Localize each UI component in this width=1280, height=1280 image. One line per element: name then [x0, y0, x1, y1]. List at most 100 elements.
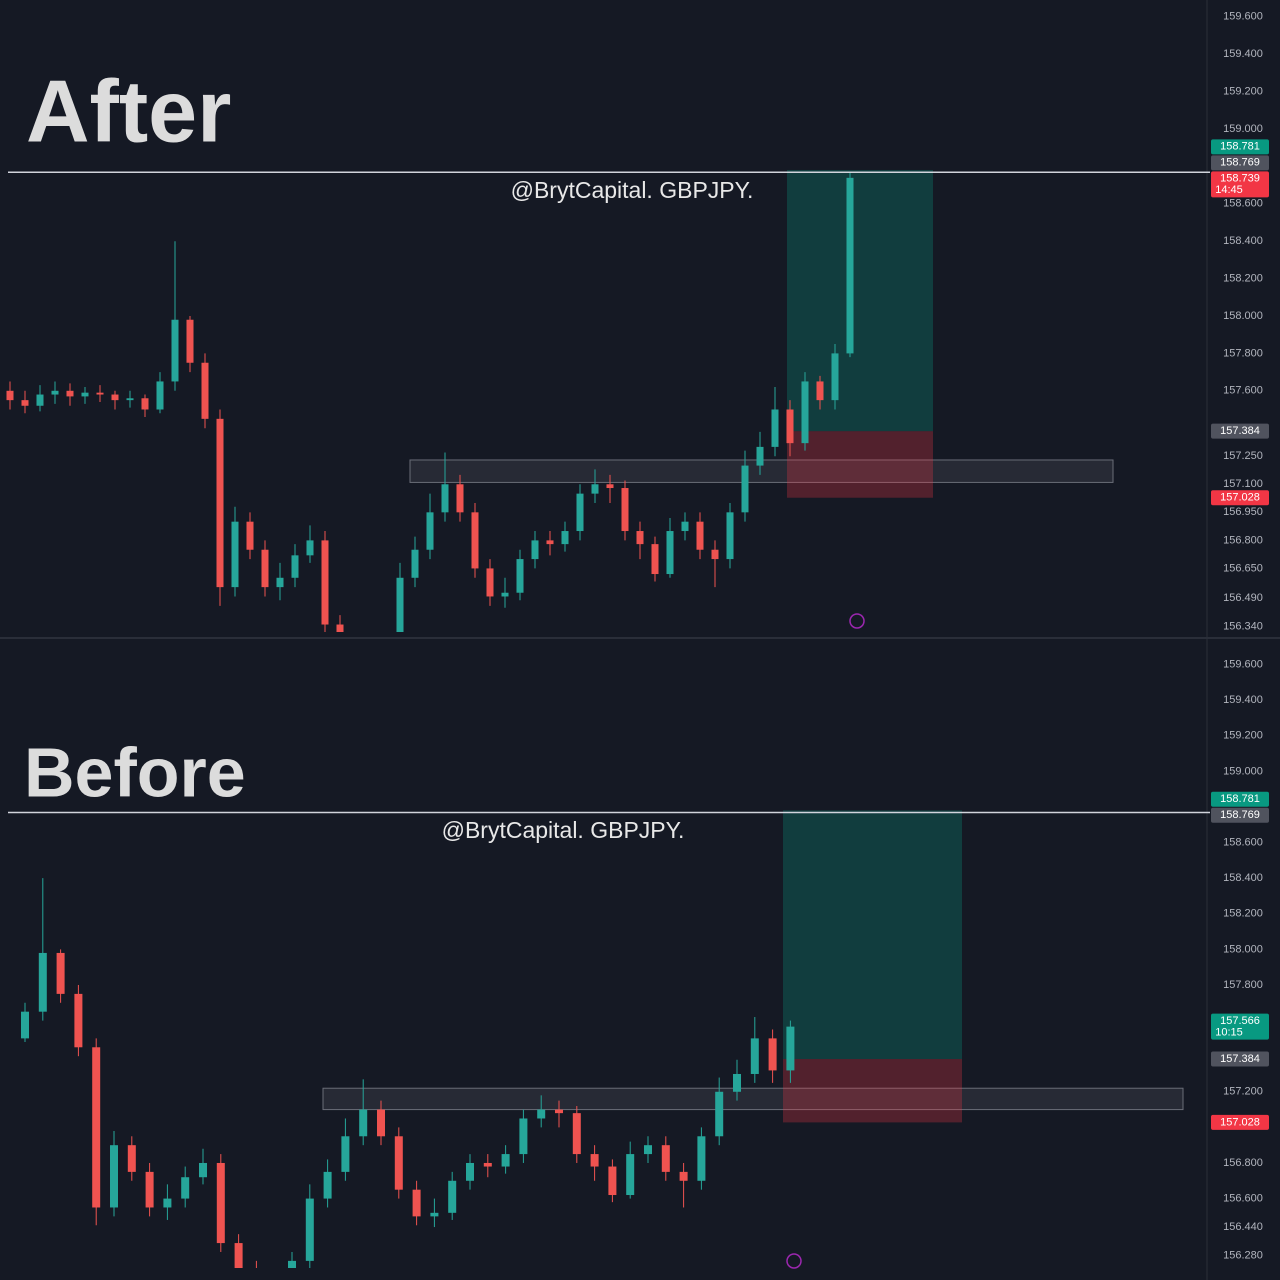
y-tick-label: 156.340 [1223, 620, 1263, 632]
y-tick-label: 158.200 [1223, 908, 1263, 920]
y-tick-label: 157.800 [1223, 347, 1263, 359]
candle-body [621, 488, 629, 532]
candle-body [483, 1162, 492, 1167]
candle-body [127, 1145, 136, 1172]
candle-body [715, 1091, 724, 1137]
candle-body [261, 549, 269, 588]
y-tick-label: 158.000 [1223, 310, 1263, 322]
price-badge [1211, 1051, 1269, 1067]
candle-body [801, 381, 809, 444]
candle-body [696, 521, 704, 550]
candle-body [110, 1145, 118, 1208]
candle-body [21, 400, 29, 406]
price-badge [1211, 155, 1269, 171]
y-tick-label: 158.600 [1223, 198, 1263, 210]
candle-body [448, 1180, 457, 1213]
candle-body [537, 1109, 546, 1119]
candle-body [590, 1154, 599, 1167]
price-badge [1211, 807, 1269, 823]
candle-body [750, 1038, 759, 1074]
candle-body [323, 1171, 332, 1199]
chart-panel: 159.600 159.400 159.200 159.000 158.600 158.4… [8, 658, 1269, 1268]
y-tick-label: 157.100 [1223, 478, 1263, 490]
candle-body [679, 1171, 688, 1181]
candle-body [291, 555, 299, 578]
candle-body [471, 512, 479, 569]
candle-body [51, 390, 59, 395]
candle-body [516, 559, 524, 593]
y-tick-label: 159.000 [1223, 123, 1263, 135]
candle-body [636, 531, 644, 545]
candle-body [156, 381, 164, 410]
candle-body [531, 540, 539, 560]
candle-body [608, 1166, 617, 1196]
candle-body [201, 362, 209, 419]
candle-body [171, 319, 179, 382]
y-tick-label: 158.600 [1223, 836, 1263, 848]
y-tick-label: 158.400 [1223, 235, 1263, 247]
candle-body [831, 353, 839, 401]
watermark: @BrytCapital. GBPJPY. [511, 177, 754, 203]
stop-zone [783, 1059, 962, 1123]
y-tick-label: 157.800 [1223, 979, 1263, 991]
candle-body [216, 1162, 225, 1244]
y-tick-label: 158.400 [1223, 872, 1263, 884]
y-tick-label: 157.600 [1223, 385, 1263, 397]
candle-body [321, 540, 329, 625]
y-tick-label: 159.400 [1223, 48, 1263, 60]
price-badge [1211, 791, 1269, 807]
candle-body [786, 1026, 795, 1071]
chart-panel: 159.600 159.400 159.200 159.000 158.600 158.4… [6, 11, 1269, 632]
candle-body [306, 540, 314, 556]
candles [21, 878, 795, 1268]
candle-body [786, 409, 794, 444]
candle-body [771, 409, 779, 447]
candle-body [141, 398, 149, 410]
y-tick-label: 158.200 [1223, 273, 1263, 285]
candle-body [341, 1136, 350, 1172]
price-badge [1211, 490, 1269, 506]
candle-body [768, 1038, 777, 1071]
candle-body [711, 549, 719, 560]
candle-body [606, 484, 614, 489]
watermark: @BrytCapital. GBPJPY. [442, 817, 685, 843]
candle-body [426, 512, 434, 550]
price-badge-label: 157.384 [1220, 1053, 1260, 1065]
price-badge-label: 157.384 [1220, 425, 1260, 437]
y-tick-label: 159.600 [1223, 11, 1263, 23]
y-tick-label: 159.200 [1223, 730, 1263, 742]
price-badge [1211, 1013, 1269, 1040]
candle-body [96, 392, 104, 395]
candle-body [66, 390, 74, 397]
candle-body [519, 1118, 528, 1155]
candle-body [626, 1154, 635, 1196]
candle-body [486, 568, 494, 597]
chart-layer: 159.600 159.400 159.200 159.000 158.600 158.4… [6, 11, 1269, 1268]
price-badge [1211, 1114, 1269, 1130]
candle-body [126, 398, 134, 401]
candle-body [816, 381, 824, 401]
panel-title: Before [24, 733, 246, 811]
y-tick-label: 156.490 [1223, 592, 1263, 604]
candle-body [359, 1109, 368, 1137]
candle-body [186, 319, 194, 363]
candle-body [231, 521, 239, 588]
price-badge-label: 158.781 [1220, 141, 1260, 153]
price-badge-time: 14:45 [1215, 184, 1243, 196]
candle-body [56, 952, 65, 994]
candle-body [411, 549, 419, 578]
candle-body [234, 1243, 243, 1268]
y-tick-label: 159.000 [1223, 765, 1263, 777]
price-badge [1211, 171, 1269, 198]
candle-body [377, 1109, 385, 1137]
candle-body [591, 484, 599, 494]
candle-body [697, 1136, 706, 1181]
price-badge-label: 157.028 [1220, 492, 1260, 504]
y-tick-label: 156.950 [1223, 506, 1263, 518]
candle-body [741, 465, 749, 513]
y-tick-label: 157.250 [1223, 450, 1263, 462]
candle-body [733, 1073, 741, 1092]
y-tick-label: 156.440 [1223, 1221, 1263, 1233]
candle-body [555, 1109, 563, 1114]
candle-body [21, 1011, 29, 1039]
